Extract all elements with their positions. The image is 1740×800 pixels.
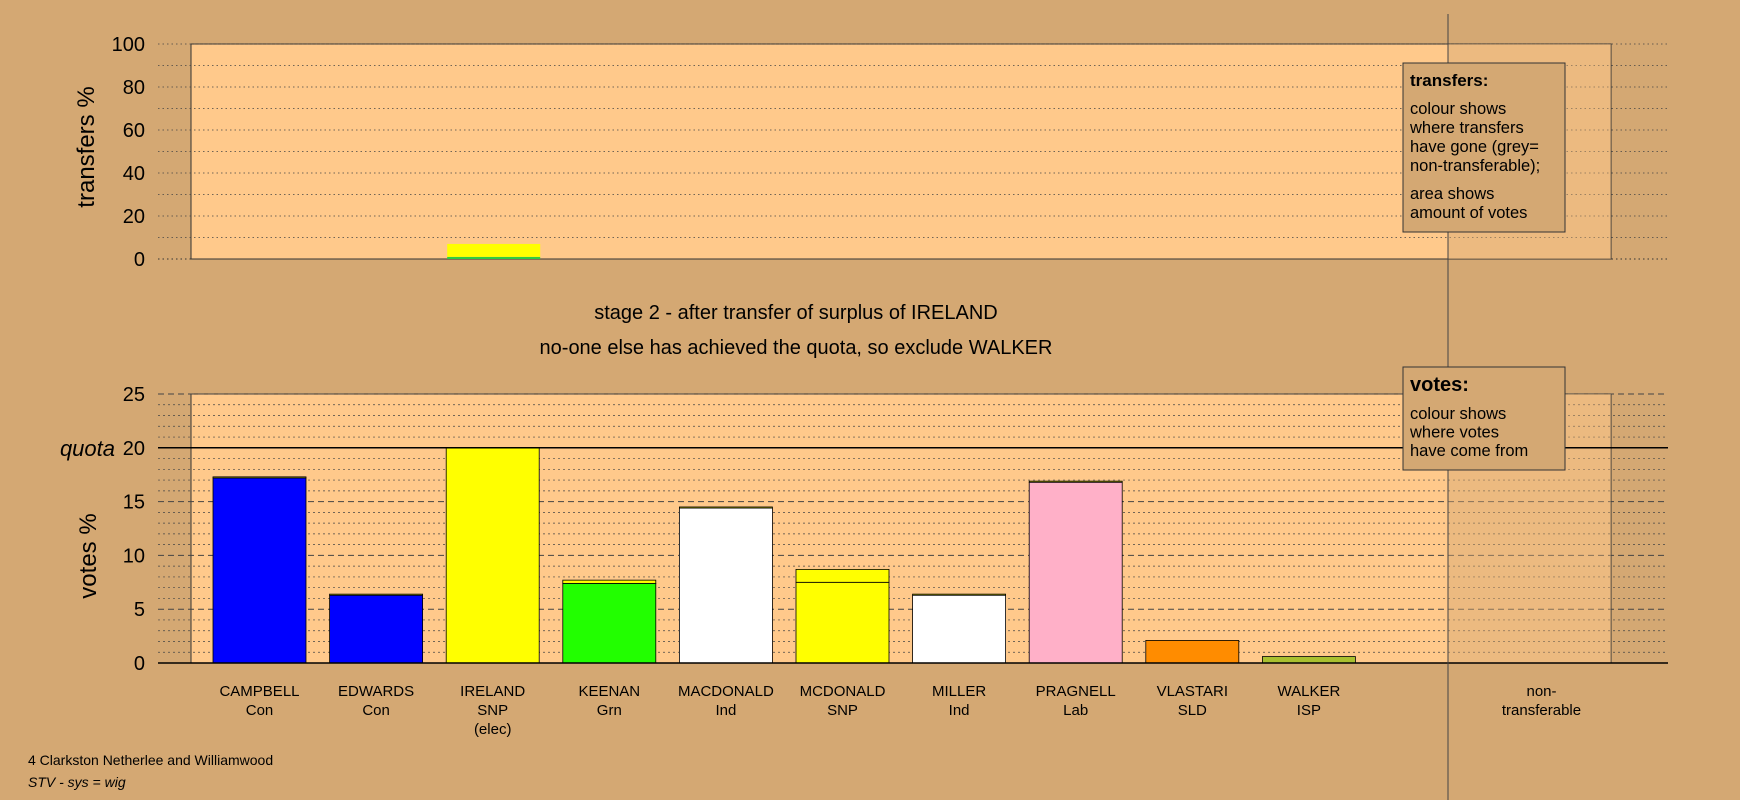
category-label-name: MCDONALD <box>800 683 886 700</box>
vote-bar-edwards-transfer <box>329 593 424 596</box>
category-label-party: Con <box>246 702 274 719</box>
category-label-name: CAMPBELL <box>219 683 299 700</box>
votes-legend-line: have come from <box>1410 442 1528 460</box>
votes-axis-title: votes % <box>75 513 102 598</box>
vote-bar-vlastari <box>1145 640 1240 664</box>
vote-bar-walker <box>1262 656 1356 664</box>
votes-ytick-label: 5 <box>134 599 145 621</box>
category-label-name: MACDONALD <box>678 683 774 700</box>
votes-ytick-label: 25 <box>123 384 145 406</box>
transfers-ytick-label: 40 <box>123 163 145 185</box>
category-label-name: IRELAND <box>460 683 525 700</box>
transfers-legend-line: colour shows <box>1410 100 1506 118</box>
transfers-legend-line: amount of votes <box>1410 204 1527 222</box>
vote-bar-pragnell <box>1028 481 1123 664</box>
category-label-party: Grn <box>597 702 622 719</box>
transfers-legend-box <box>1402 62 1566 233</box>
votes-legend-title: votes: <box>1410 374 1469 396</box>
vote-bar-miller-transfer <box>912 593 1006 596</box>
vote-bar-miller <box>912 594 1006 664</box>
vote-bar-mcdonald <box>795 581 890 664</box>
category-label-party: ISP <box>1297 702 1321 719</box>
category-label-name: VLASTARI <box>1157 683 1228 700</box>
vote-bar-ireland <box>445 447 540 664</box>
votes-ytick-label: 20 <box>123 438 145 460</box>
votes-ytick-label: 10 <box>123 545 145 567</box>
category-label-note: (elec) <box>474 721 512 738</box>
category-label-name: MILLER <box>932 683 986 700</box>
transfers-ytick-label: 80 <box>123 77 145 99</box>
category-label-party: Ind <box>949 702 970 719</box>
quota-label: quota <box>60 436 115 461</box>
category-label-name: PRAGNELL <box>1036 683 1116 700</box>
category-label-party: Lab <box>1063 702 1088 719</box>
vote-bar-keenan <box>562 582 657 664</box>
transfer-bar-ireland <box>447 256 541 259</box>
footer-system: STV - sys = wig <box>28 774 126 790</box>
vote-bar-macdonald <box>679 507 773 664</box>
stage-line-1: stage 2 - after transfer of surplus of I… <box>594 302 998 324</box>
transfers-ytick-label: 100 <box>112 34 145 56</box>
vote-bar-macdonald-transfer <box>679 506 773 509</box>
transfers-ytick-label: 0 <box>134 249 145 271</box>
vote-bar-keenan-transfer <box>562 579 657 584</box>
votes-plot-area <box>190 393 1612 664</box>
votes-legend-line: where votes <box>1409 424 1499 442</box>
transfers-axis-title: transfers % <box>73 86 100 207</box>
transfers-ytick-label: 20 <box>123 206 145 228</box>
vote-bar-campbell <box>212 477 307 664</box>
category-label-party: Ind <box>715 702 736 719</box>
category-label-party: SLD <box>1178 702 1207 719</box>
vote-bar-edwards <box>329 594 424 664</box>
footer-constituency: 4 Clarkston Netherlee and Williamwood <box>28 752 274 768</box>
category-label-party: SNP <box>477 702 508 719</box>
votes-ytick-label: 15 <box>123 492 145 514</box>
vote-bar-campbell-transfer <box>212 476 307 479</box>
category-label-name: EDWARDS <box>338 683 414 700</box>
stage-line-2: no-one else has achieved the quota, so e… <box>540 337 1053 359</box>
transfer-bar-ireland <box>447 243 541 257</box>
transfers-legend-line: area shows <box>1410 185 1494 203</box>
transfers-legend-title: transfers: <box>1410 71 1488 90</box>
category-label-party: SNP <box>827 702 858 719</box>
votes-legend-box <box>1402 366 1566 471</box>
transfers-legend-line: non-transferable); <box>1410 157 1540 175</box>
category-label-name: WALKER <box>1278 683 1341 700</box>
transfers-ytick-label: 60 <box>123 120 145 142</box>
votes-ytick-label: 0 <box>134 653 145 675</box>
vote-bar-pragnell-transfer <box>1028 480 1123 483</box>
category-label-name: KEENAN <box>578 683 640 700</box>
nontransferable-label: transferable <box>1502 702 1581 719</box>
nontransferable-label: non- <box>1526 683 1556 700</box>
category-label-party: Con <box>362 702 390 719</box>
transfers-legend-line: where transfers <box>1409 119 1524 137</box>
vote-bar-mcdonald-transfer <box>795 568 890 583</box>
transfers-legend-line: have gone (grey= <box>1410 138 1539 156</box>
votes-legend-line: colour shows <box>1410 405 1506 423</box>
